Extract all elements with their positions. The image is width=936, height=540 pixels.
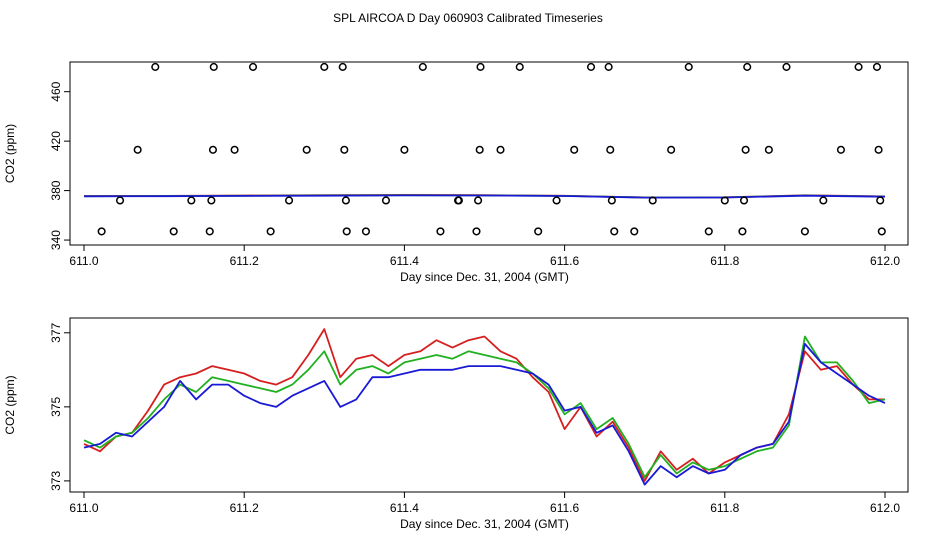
p1-data-point	[207, 196, 216, 205]
p1-y-tick-label: 420	[49, 131, 63, 151]
p1-data-point	[342, 227, 351, 236]
p1-data-point	[534, 227, 543, 236]
p1-data-point	[302, 145, 311, 154]
p1-data-point	[738, 227, 747, 236]
p1-data-point	[400, 145, 409, 154]
p2-plot-frame	[69, 317, 909, 493]
p1-data-point	[836, 145, 845, 154]
p1-data-point	[209, 62, 218, 71]
p1-data-point	[320, 62, 329, 71]
p1-data-point	[764, 145, 773, 154]
p2-y-tick-label: 375	[49, 397, 63, 417]
p1-x-tick-label: 611.6	[550, 254, 579, 268]
p1-data-point	[187, 196, 196, 205]
p2-x-tick-label: 611.4	[390, 501, 419, 515]
figure-title: SPL AIRCOA D Day 060903 Calibrated Times…	[333, 11, 603, 25]
p1-data-point	[819, 196, 828, 205]
p1-data-point	[606, 145, 615, 154]
p1-data-point	[248, 62, 258, 71]
p1-data-point	[552, 196, 561, 205]
p1-data-point	[169, 227, 178, 236]
p1-data-point	[876, 196, 885, 205]
p1-data-point	[782, 62, 791, 71]
p1-data-point	[338, 62, 347, 71]
p2-series-line-red	[83, 328, 885, 482]
p2-y-tick-label: 373	[49, 471, 63, 491]
p2-series-line-green	[83, 335, 886, 479]
p1-data-point	[877, 227, 886, 236]
p1-data-point	[266, 227, 275, 236]
p1-y-tick-label: 380	[49, 180, 63, 200]
p2-series-line-blue	[83, 343, 886, 486]
p1-data-point	[607, 196, 616, 205]
p1-data-point	[230, 145, 239, 154]
p1-data-point	[115, 196, 125, 205]
p2-x-tick-label: 611.6	[550, 501, 579, 515]
p1-data-point	[741, 145, 750, 154]
top-panel-scatter: 611.0 611.2 611.4 611.6 611.8 612.0 340 380 420 4…	[3, 61, 909, 284]
p1-data-point	[800, 227, 809, 236]
p2-y-axis-label: CO2 (ppm)	[3, 375, 17, 434]
p1-data-point	[610, 227, 619, 236]
p1-data-point	[586, 62, 596, 71]
p1-y-tick-label: 460	[49, 81, 63, 101]
p1-data-point	[205, 227, 214, 236]
p1-x-tick-label: 611.2	[230, 254, 259, 268]
p1-data-point	[151, 62, 160, 71]
p1-x-tick-label: 611.0	[69, 254, 98, 268]
p1-data-point	[720, 196, 729, 205]
p1-data-point	[361, 227, 371, 236]
p2-x-tick-label: 612.0	[870, 501, 900, 515]
p1-data-point	[496, 145, 505, 154]
p1-y-tick-label: 340	[49, 230, 63, 250]
p1-series-line-blue	[83, 194, 886, 199]
p1-data-point	[854, 62, 863, 71]
p1-data-point	[739, 196, 749, 205]
p1-data-point	[381, 196, 391, 205]
p1-x-tick-label: 611.4	[390, 254, 419, 268]
p1-data-point	[630, 227, 639, 236]
p1-data-point	[604, 62, 613, 71]
p1-x-tick-label: 611.8	[710, 254, 739, 268]
p1-data-point	[515, 62, 524, 71]
p1-y-axis-label: CO2 (ppm)	[3, 124, 17, 183]
p1-data-point	[133, 145, 142, 154]
p1-data-point	[475, 145, 484, 154]
p1-data-point	[474, 196, 483, 205]
p1-data-point	[208, 145, 218, 154]
p2-x-axis-label: Day since Dec. 31, 2004 (GMT)	[400, 517, 569, 531]
p1-data-point	[472, 227, 481, 236]
p1-data-point	[570, 145, 579, 154]
p1-plot-frame	[69, 61, 909, 246]
p1-data-point	[454, 196, 463, 205]
p1-data-point	[97, 227, 106, 236]
p1-data-point	[743, 62, 752, 71]
bottom-panel-lines: 611.0 611.2 611.4 611.6 611.8 612.0 373 375 377 D…	[3, 317, 909, 531]
p2-x-tick-label: 611.2	[230, 501, 259, 515]
p2-x-tick-label: 611.8	[710, 501, 739, 515]
p2-y-tick-label: 377	[49, 322, 63, 342]
p1-data-point	[285, 196, 294, 205]
p1-data-point	[872, 62, 882, 71]
p1-data-point	[667, 145, 676, 154]
p1-data-point	[418, 62, 427, 71]
p1-data-point	[436, 227, 445, 236]
p2-x-tick-label: 611.0	[69, 501, 98, 515]
p1-data-point	[476, 62, 485, 71]
p1-data-point	[704, 227, 713, 236]
p1-data-point	[874, 145, 883, 154]
p1-data-point	[684, 62, 693, 71]
p1-x-axis-label: Day since Dec. 31, 2004 (GMT)	[400, 270, 569, 284]
p1-data-point	[648, 196, 657, 205]
p1-x-tick-label: 612.0	[870, 254, 900, 268]
p1-data-point	[341, 196, 350, 205]
p1-data-point	[340, 145, 349, 154]
